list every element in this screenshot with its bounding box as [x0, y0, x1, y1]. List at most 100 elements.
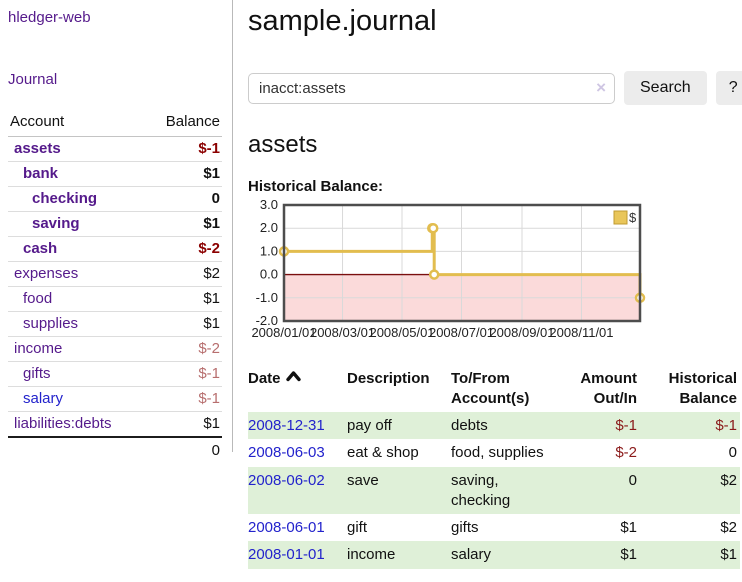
svg-text:-1.0: -1.0 [256, 290, 278, 305]
app-title-link[interactable]: hledger-web [8, 9, 91, 26]
register-table: Date Description To/From Account(s) Amou… [248, 367, 740, 569]
col-header-amount: Amount Out/In [580, 370, 637, 407]
account-link[interactable]: supplies [23, 315, 79, 332]
svg-text:0.0: 0.0 [260, 267, 278, 282]
account-link[interactable]: food [23, 290, 53, 307]
transaction-balance: $2 [720, 519, 737, 536]
transaction-date-link[interactable]: 2008-06-02 [248, 471, 325, 489]
transaction-balance: $1 [720, 546, 737, 564]
account-balance: $-1 [145, 361, 222, 387]
transaction-row: 2008-01-01 income salary $1 $1 [248, 541, 740, 569]
sidebar: hledger-web Journal Account Balance asse… [0, 0, 233, 463]
transaction-amount: $-1 [615, 417, 637, 434]
svg-text:-2.0: -2.0 [256, 313, 278, 328]
account-balance: $1 [145, 311, 222, 337]
account-row: bank $1 [8, 161, 222, 187]
account-link[interactable]: checking [32, 190, 98, 207]
account-row: food $1 [8, 286, 222, 312]
account-balance: $-2 [145, 236, 222, 262]
sort-ascending-icon [285, 371, 301, 382]
search-input[interactable] [248, 72, 615, 104]
account-balance: 0 [145, 186, 222, 212]
historical-balance-chart: 3.0 2.0 1.0 0.0 -1.0 -2.0 2008/01/01 2008/03/01… [248, 197, 742, 346]
svg-text:2008/01/01: 2008/01/01 [251, 325, 316, 340]
account-link[interactable]: gifts [23, 365, 51, 382]
account-row: supplies $1 [8, 311, 222, 337]
account-link[interactable]: salary [23, 390, 64, 407]
svg-text:3.0: 3.0 [260, 200, 278, 212]
col-header-date[interactable]: Date [248, 367, 347, 412]
search-form: × Search ? [248, 71, 742, 105]
account-balance: $1 [145, 286, 222, 312]
chart-title: Historical Balance: [248, 178, 384, 195]
main-content: sample.journal × Search ? assets Histori… [233, 0, 742, 569]
svg-text:2008/03/01: 2008/03/01 [310, 325, 375, 340]
transaction-description: income [347, 546, 396, 564]
transaction-amount: $1 [620, 546, 637, 564]
transaction-amount: $-2 [615, 444, 637, 462]
search-field-wrap: × [248, 72, 615, 104]
account-link[interactable]: cash [23, 240, 58, 257]
account-balance: $1 [145, 161, 222, 187]
account-row: cash $-2 [8, 236, 222, 262]
sidebar-nav: Journal [8, 71, 222, 88]
col-header-accounts: To/From Account(s) [451, 370, 530, 407]
transaction-balance: $-1 [715, 417, 737, 434]
account-row: expenses $2 [8, 261, 222, 287]
transaction-description: save [347, 471, 379, 489]
account-balance: $-1 [198, 140, 220, 157]
hledger-web-app: hledger-web Journal Account Balance asse… [0, 0, 742, 569]
transaction-row: 2008-06-01 gift gifts $1 $2 [248, 514, 740, 541]
transaction-accounts: gifts [451, 519, 479, 536]
transaction-description: gift [347, 519, 368, 536]
account-row: liabilities:debts $1 [8, 411, 222, 437]
col-header-balance: Historical Balance [668, 370, 737, 407]
account-balance: $2 [145, 261, 222, 287]
transaction-date-link[interactable]: 2008-06-03 [248, 444, 325, 462]
transaction-date-link[interactable]: 2008-06-01 [248, 519, 325, 536]
account-link[interactable]: saving [32, 215, 80, 232]
account-link[interactable]: liabilities:debts [14, 415, 112, 432]
account-balance: $1 [145, 211, 222, 237]
account-balance: $1 [145, 411, 222, 437]
account-link[interactable]: bank [23, 165, 59, 182]
col-header-description: Description [347, 370, 430, 387]
svg-text:2008/11/01: 2008/11/01 [549, 325, 613, 340]
account-link[interactable]: assets [14, 140, 61, 157]
account-row: salary $-1 [8, 386, 222, 412]
transaction-date-link[interactable]: 2008-01-01 [248, 546, 325, 564]
account-row: gifts $-1 [8, 361, 222, 387]
account-balance: $-2 [145, 336, 222, 362]
transaction-row: 2008-06-02 save saving, checking 0 $2 [248, 466, 740, 514]
account-row: assets $-1 [8, 137, 222, 162]
transaction-date-link[interactable]: 2008-12-31 [248, 417, 325, 434]
transaction-amount: $1 [620, 519, 637, 536]
help-button[interactable]: ? [715, 71, 742, 105]
transaction-accounts: saving, checking [451, 471, 511, 509]
transaction-accounts: salary [451, 546, 492, 564]
account-link[interactable]: expenses [14, 265, 79, 282]
transaction-balance: 0 [728, 444, 737, 462]
accounts-table: Account Balance assets $-1 bank $1 checking 0… [8, 109, 222, 463]
transaction-description: eat & shop [347, 444, 419, 462]
transaction-accounts: food, supplies [451, 444, 544, 462]
svg-text:2008/09/01: 2008/09/01 [489, 325, 554, 340]
svg-text:$: $ [629, 210, 637, 225]
svg-text:1.0: 1.0 [260, 243, 278, 258]
journal-link[interactable]: Journal [8, 71, 58, 88]
page-title: sample.journal [248, 5, 437, 37]
account-heading: assets [248, 131, 318, 158]
search-button[interactable]: Search [624, 71, 707, 105]
svg-text:2.0: 2.0 [260, 220, 278, 235]
chart-canvas: 3.0 2.0 1.0 0.0 -1.0 -2.02008/01/012008/03/01… [251, 197, 646, 340]
clear-search-icon[interactable]: × [596, 77, 606, 97]
account-row: income $-2 [8, 336, 222, 362]
transaction-amount: 0 [628, 471, 637, 489]
account-link[interactable]: income [14, 340, 63, 357]
transaction-balance: $2 [720, 471, 737, 489]
svg-text:2008/05/01: 2008/05/01 [369, 325, 434, 340]
account-row: saving $1 [8, 211, 222, 237]
svg-text:2008/07/01: 2008/07/01 [429, 325, 494, 340]
register-header-row: Date Description To/From Account(s) Amou… [248, 367, 740, 412]
accounts-total-row: 0 [8, 436, 222, 463]
